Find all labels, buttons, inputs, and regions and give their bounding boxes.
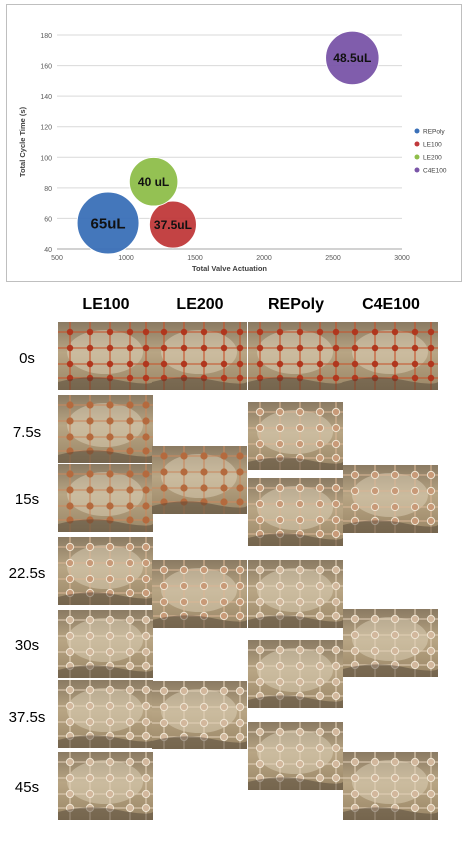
chip-photo bbox=[343, 465, 438, 533]
row-label-15s: 15s bbox=[14, 491, 40, 508]
y-tick-label: 80 bbox=[44, 186, 52, 193]
y-tick-label: 40 bbox=[44, 247, 52, 254]
column-header-c4e100: C4E100 bbox=[362, 296, 420, 313]
bubble-le200 bbox=[128, 156, 179, 207]
column-header-le200: LE200 bbox=[176, 296, 224, 313]
x-tick-label: 500 bbox=[51, 255, 63, 262]
column-header-le100: LE100 bbox=[82, 296, 130, 313]
row-label-45s: 45s bbox=[14, 779, 40, 796]
x-tick-label: 2500 bbox=[325, 255, 341, 262]
chip-photo bbox=[58, 322, 153, 390]
chip-photo-image bbox=[58, 464, 153, 532]
chip-photo bbox=[248, 402, 343, 470]
chip-photo bbox=[58, 464, 153, 532]
bubble-chart-panel: 40 60 80 100 120 140 160 180 500 1000 1500 2000 2500… bbox=[6, 4, 462, 282]
chip-photo bbox=[248, 560, 343, 628]
chip-photo-image bbox=[248, 640, 343, 708]
chip-photo bbox=[58, 752, 153, 820]
x-axis-title: Total Valve Actuation bbox=[192, 264, 267, 273]
column-header-repoly: REPoly bbox=[267, 296, 324, 313]
bubble-label-le200: 40 uL bbox=[138, 175, 169, 189]
chip-photo-image bbox=[343, 465, 438, 533]
chip-photo-image bbox=[58, 610, 153, 678]
chip-photo bbox=[343, 322, 438, 390]
chip-photo bbox=[343, 609, 438, 677]
chip-photo-image bbox=[152, 681, 247, 749]
chip-photo-image bbox=[343, 322, 438, 390]
y-tick-label: 100 bbox=[40, 155, 52, 162]
chip-photo-image bbox=[58, 537, 153, 605]
y-tick-label: 160 bbox=[40, 64, 52, 71]
legend-label-c4e100: C4E100 bbox=[423, 168, 447, 175]
chip-photo bbox=[152, 560, 247, 628]
chip-photo-image bbox=[58, 395, 153, 463]
y-tick-label: 180 bbox=[40, 33, 52, 40]
chip-photo-image bbox=[152, 322, 247, 390]
x-tick-label: 3000 bbox=[394, 255, 410, 262]
legend-marker-le100 bbox=[414, 141, 420, 147]
chip-photo-image bbox=[152, 560, 247, 628]
chip-photo bbox=[152, 681, 247, 749]
chip-photo bbox=[248, 322, 343, 390]
y-tick-label: 60 bbox=[44, 216, 52, 223]
chip-photo bbox=[58, 395, 153, 463]
chip-photo bbox=[152, 446, 247, 514]
row-label-7-5s: 7.5s bbox=[12, 424, 42, 441]
legend-marker-le200 bbox=[414, 154, 420, 160]
y-tick-label: 140 bbox=[40, 94, 52, 101]
x-tick-label: 1000 bbox=[118, 255, 134, 262]
bubble-label-repoly: 65uL bbox=[91, 215, 126, 232]
bubble-c4e100 bbox=[325, 30, 380, 86]
chip-photo bbox=[58, 680, 153, 748]
y-tick-label: 120 bbox=[40, 125, 52, 132]
row-label-30s: 30s bbox=[14, 637, 40, 654]
chip-photo-image bbox=[58, 322, 153, 390]
chip-photo-image bbox=[58, 752, 153, 820]
row-label-37-5s: 37.5s bbox=[8, 709, 46, 726]
chip-photo-image bbox=[343, 752, 438, 820]
y-axis-title: Total Cycle Time (s) bbox=[18, 106, 27, 177]
chip-photo bbox=[343, 752, 438, 820]
chip-photo-image bbox=[248, 402, 343, 470]
legend-marker-c4e100 bbox=[414, 167, 420, 173]
row-label-0s: 0s bbox=[19, 350, 35, 367]
legend-label-le100: LE100 bbox=[423, 142, 442, 149]
legend-label-le200: LE200 bbox=[423, 155, 442, 162]
chip-photo-image bbox=[152, 446, 247, 514]
bubble-label-le100: 37.5uL bbox=[154, 218, 192, 232]
bubble-label-c4e100: 48.5uL bbox=[333, 51, 371, 65]
row-label-22-5s: 22.5s bbox=[8, 565, 46, 582]
bubble-repoly bbox=[76, 191, 140, 255]
chip-photo bbox=[152, 322, 247, 390]
x-tick-label: 1500 bbox=[187, 255, 203, 262]
chip-photo-image bbox=[343, 609, 438, 677]
chip-photo bbox=[248, 722, 343, 790]
chip-photo-image bbox=[248, 322, 343, 390]
bubble-le100 bbox=[148, 200, 197, 249]
chip-photo-image bbox=[248, 560, 343, 628]
bubble-chart: 40 60 80 100 120 140 160 180 500 1000 1500 2000 2500… bbox=[18, 30, 447, 273]
x-tick-label: 2000 bbox=[256, 255, 272, 262]
chip-photo-image bbox=[248, 722, 343, 790]
chip-photo bbox=[248, 478, 343, 546]
chip-photo bbox=[248, 640, 343, 708]
legend-label-repoly: REPoly bbox=[423, 129, 445, 136]
chip-photo bbox=[58, 537, 153, 605]
chip-photo-image bbox=[58, 680, 153, 748]
legend-marker-repoly bbox=[414, 128, 420, 134]
chip-photo bbox=[58, 610, 153, 678]
chip-photo-image bbox=[248, 478, 343, 546]
